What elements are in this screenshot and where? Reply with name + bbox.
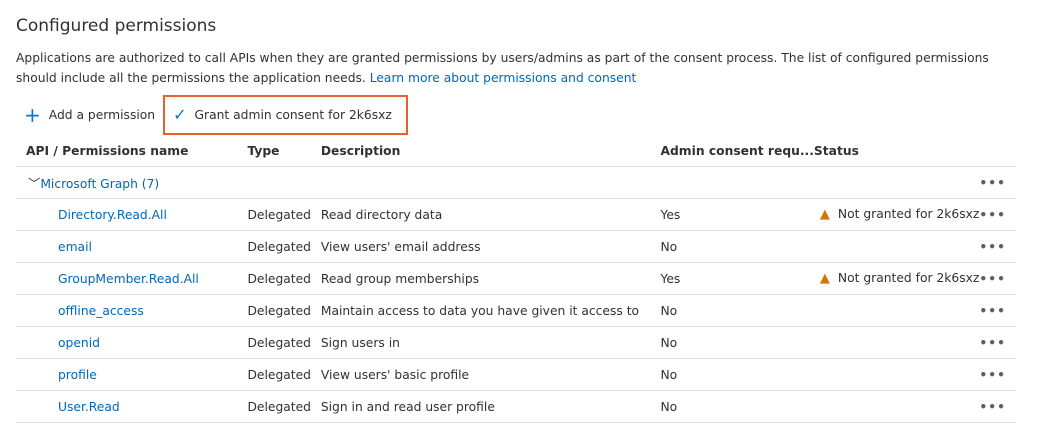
chevron-down-icon: ﹀ xyxy=(28,176,41,191)
more-icon[interactable]: ••• xyxy=(979,166,1016,199)
permission-link[interactable]: profile xyxy=(16,358,248,391)
description-cell: Sign in and read user profile xyxy=(320,390,661,423)
more-icon[interactable]: ••• xyxy=(979,262,1016,295)
more-icon[interactable]: ••• xyxy=(979,326,1016,359)
page-title: Configured permissions xyxy=(16,16,217,36)
table-row: email Delegated View users' email addres… xyxy=(16,230,1016,263)
type-cell: Delegated xyxy=(247,390,321,423)
type-cell: Delegated xyxy=(247,358,321,391)
status-cell: ▲ Not granted for 2k6sxz xyxy=(813,262,980,295)
col-admin-consent[interactable]: Admin consent requ... xyxy=(660,135,814,167)
status-cell xyxy=(813,358,980,391)
admin-consent-cell: No xyxy=(660,390,814,423)
more-icon[interactable]: ••• xyxy=(979,358,1016,391)
permission-link[interactable]: email xyxy=(16,230,248,263)
grant-admin-consent-button[interactable]: ✓ Grant admin consent for 2k6sxz xyxy=(163,95,408,135)
permission-link[interactable]: openid xyxy=(16,326,248,359)
add-permission-button[interactable]: + Add a permission xyxy=(16,97,163,133)
table-row: User.Read Delegated Sign in and read use… xyxy=(16,390,1016,423)
more-icon[interactable]: ••• xyxy=(979,198,1016,231)
description-text: Applications are authorized to call APIs… xyxy=(16,51,989,85)
table-row: profile Delegated View users' basic prof… xyxy=(16,358,1016,391)
table-header: API / Permissions name Type Description … xyxy=(16,135,1016,167)
admin-consent-cell: No xyxy=(660,230,814,263)
description-cell: Read group memberships xyxy=(320,262,661,295)
more-icon[interactable]: ••• xyxy=(979,390,1016,423)
table-row: Directory.Read.All Delegated Read direct… xyxy=(16,198,1016,231)
description-cell: Maintain access to data you have given i… xyxy=(320,294,661,327)
description: Applications are authorized to call APIs… xyxy=(16,48,1026,88)
warning-icon: ▲ xyxy=(819,207,830,222)
description-cell: Sign users in xyxy=(320,326,661,359)
status-cell xyxy=(813,294,980,327)
status-text: Not granted for 2k6sxz xyxy=(837,271,980,285)
more-icon[interactable]: ••• xyxy=(979,230,1016,263)
status-cell xyxy=(813,230,980,263)
col-actions xyxy=(979,135,1016,167)
group-toggle[interactable]: ﹀Microsoft Graph (7) xyxy=(16,166,980,199)
permission-link[interactable]: User.Read xyxy=(16,390,248,423)
col-status[interactable]: Status xyxy=(813,135,980,167)
admin-consent-cell: No xyxy=(660,358,814,391)
admin-consent-cell: No xyxy=(660,294,814,327)
type-cell: Delegated xyxy=(247,262,321,295)
type-cell: Delegated xyxy=(247,230,321,263)
table-row: openid Delegated Sign users in No ••• xyxy=(16,326,1016,359)
description-cell: Read directory data xyxy=(320,198,661,231)
description-cell: View users' email address xyxy=(320,230,661,263)
table-row: offline_access Delegated Maintain access… xyxy=(16,294,1016,327)
type-cell: Delegated xyxy=(247,326,321,359)
col-description[interactable]: Description xyxy=(320,135,661,167)
permission-link[interactable]: offline_access xyxy=(16,294,248,327)
more-icon[interactable]: ••• xyxy=(979,294,1016,327)
permissions-table: API / Permissions name Type Description … xyxy=(16,135,1016,423)
col-name[interactable]: API / Permissions name xyxy=(16,135,248,167)
table-row: GroupMember.Read.All Delegated Read grou… xyxy=(16,262,1016,295)
permission-link[interactable]: GroupMember.Read.All xyxy=(16,262,248,295)
status-cell xyxy=(813,326,980,359)
grant-label: Grant admin consent for 2k6sxz xyxy=(194,108,392,122)
admin-consent-cell: Yes xyxy=(660,262,814,295)
status-cell xyxy=(813,390,980,423)
toolbar: + Add a permission ✓ Grant admin consent f… xyxy=(16,95,408,135)
group-label: Microsoft Graph (7) xyxy=(40,176,160,191)
status-cell: ▲ Not granted for 2k6sxz xyxy=(813,198,980,231)
col-type[interactable]: Type xyxy=(247,135,321,167)
admin-consent-cell: No xyxy=(660,326,814,359)
warning-icon: ▲ xyxy=(819,271,830,286)
plus-icon: + xyxy=(24,103,41,127)
admin-consent-cell: Yes xyxy=(660,198,814,231)
status-text: Not granted for 2k6sxz xyxy=(837,207,980,221)
description-cell: View users' basic profile xyxy=(320,358,661,391)
type-cell: Delegated xyxy=(247,198,321,231)
group-row: ﹀Microsoft Graph (7) ••• xyxy=(16,166,1016,199)
permission-link[interactable]: Directory.Read.All xyxy=(16,198,248,231)
checkmark-icon: ✓ xyxy=(173,105,187,124)
type-cell: Delegated xyxy=(247,294,321,327)
learn-more-link[interactable]: Learn more about permissions and consent xyxy=(369,71,637,85)
add-permission-label: Add a permission xyxy=(48,108,156,122)
